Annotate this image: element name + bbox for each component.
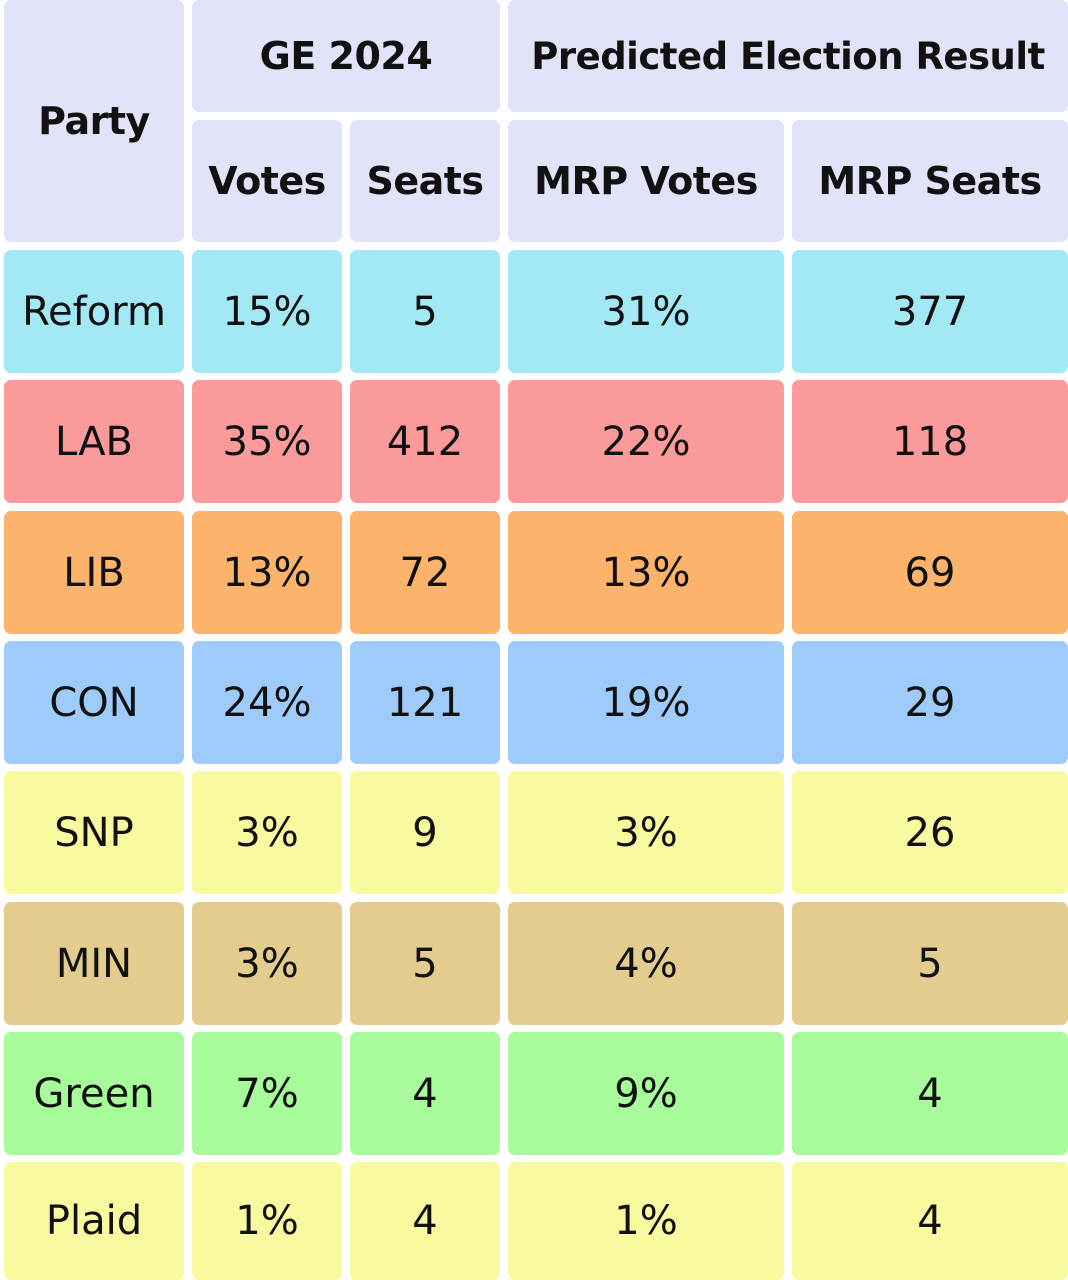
header-votes: Votes (192, 120, 342, 242)
row-snp-votes-cell: 3% (192, 771, 342, 894)
row-green-seats-cell: 4 (350, 1032, 500, 1155)
row-plaid-mrp-votes-cell: 1% (508, 1162, 784, 1280)
row-lab-votes-cell: 35% (192, 380, 342, 503)
row-reform-votes-cell: 15% (192, 250, 342, 373)
row-min-seats-cell: 5 (350, 902, 500, 1025)
row-lib-votes-cell: 13% (192, 511, 342, 634)
row-min-party-cell: MIN (4, 902, 184, 1025)
header-ge-2024: GE 2024 (192, 0, 500, 112)
row-green-party-cell: Green (4, 1032, 184, 1155)
row-lib-party-cell: LIB (4, 511, 184, 634)
header-party: Party (4, 0, 184, 242)
row-lab-party-cell: LAB (4, 380, 184, 503)
row-green-mrp-seats-cell: 4 (792, 1032, 1068, 1155)
row-con-seats-cell: 121 (350, 641, 500, 764)
row-snp-party-cell: SNP (4, 771, 184, 894)
row-reform-seats-cell: 5 (350, 250, 500, 373)
row-green-mrp-votes-cell: 9% (508, 1032, 784, 1155)
row-lib-seats-cell: 72 (350, 511, 500, 634)
header-mrp-seats: MRP Seats (792, 120, 1068, 242)
header-predicted-election-result: Predicted Election Result (508, 0, 1068, 112)
row-con-votes-cell: 24% (192, 641, 342, 764)
row-lab-mrp-seats-cell: 118 (792, 380, 1068, 503)
row-reform-mrp-votes-cell: 31% (508, 250, 784, 373)
row-con-mrp-seats-cell: 29 (792, 641, 1068, 764)
row-min-votes-cell: 3% (192, 902, 342, 1025)
row-plaid-seats-cell: 4 (350, 1162, 500, 1280)
row-lib-mrp-seats-cell: 69 (792, 511, 1068, 634)
row-lab-mrp-votes-cell: 22% (508, 380, 784, 503)
row-reform-mrp-seats-cell: 377 (792, 250, 1068, 373)
row-snp-mrp-votes-cell: 3% (508, 771, 784, 894)
row-snp-seats-cell: 9 (350, 771, 500, 894)
row-plaid-votes-cell: 1% (192, 1162, 342, 1280)
row-lab-seats-cell: 412 (350, 380, 500, 503)
row-green-votes-cell: 7% (192, 1032, 342, 1155)
row-con-party-cell: CON (4, 641, 184, 764)
row-min-mrp-seats-cell: 5 (792, 902, 1068, 1025)
row-min-mrp-votes-cell: 4% (508, 902, 784, 1025)
row-reform-party-cell: Reform (4, 250, 184, 373)
row-snp-mrp-seats-cell: 26 (792, 771, 1068, 894)
row-plaid-party-cell: Plaid (4, 1162, 184, 1280)
header-seats: Seats (350, 120, 500, 242)
row-plaid-mrp-seats-cell: 4 (792, 1162, 1068, 1280)
header-mrp-votes: MRP Votes (508, 120, 784, 242)
row-con-mrp-votes-cell: 19% (508, 641, 784, 764)
row-lib-mrp-votes-cell: 13% (508, 511, 784, 634)
